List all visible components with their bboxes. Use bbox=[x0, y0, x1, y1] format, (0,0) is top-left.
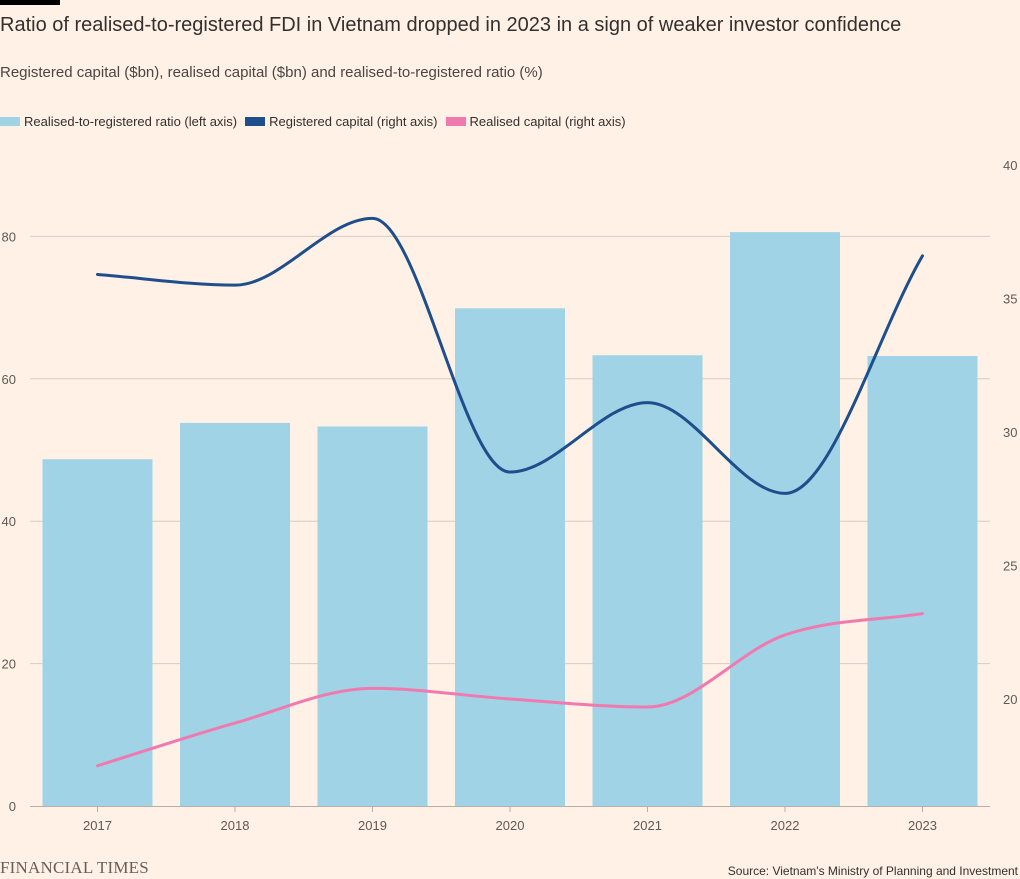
legend-label-realised: Realised capital (right axis) bbox=[469, 114, 626, 129]
legend-item-ratio: Realised-to-registered ratio (left axis) bbox=[0, 114, 237, 129]
left-tick-20: 20 bbox=[2, 657, 16, 672]
x-tick-2021: 2021 bbox=[633, 818, 662, 833]
legend-label-ratio: Realised-to-registered ratio (left axis) bbox=[24, 114, 238, 129]
left-tick-60: 60 bbox=[2, 372, 16, 387]
legend-swatch-realised bbox=[445, 117, 466, 126]
x-tick-2020: 2020 bbox=[496, 818, 525, 833]
chart-title: Ratio of realised-to-registered FDI in V… bbox=[0, 14, 902, 36]
source-note: Source: Vietnam's Ministry of Planning a… bbox=[727, 864, 1018, 878]
legend-label-registered: Registered capital (right axis) bbox=[269, 114, 438, 129]
brand-bar bbox=[0, 0, 60, 5]
chart-subtitle: Registered capital ($bn), realised capit… bbox=[0, 64, 543, 81]
left-tick-80: 80 bbox=[2, 229, 16, 244]
legend-swatch-ratio bbox=[0, 117, 20, 126]
bar-2018 bbox=[180, 422, 290, 806]
bar-2020 bbox=[455, 308, 565, 806]
x-tick-2022: 2022 bbox=[771, 818, 800, 833]
bar-2022 bbox=[730, 232, 840, 807]
x-tick-2017: 2017 bbox=[83, 818, 112, 833]
legend-item-realised: Realised capital (right axis) bbox=[445, 114, 626, 129]
right-tick-35: 35 bbox=[1003, 292, 1017, 307]
chart-legend: Realised-to-registered ratio (left axis)… bbox=[0, 114, 634, 129]
x-tick-2023: 2023 bbox=[908, 818, 937, 833]
legend-item-registered: Registered capital (right axis) bbox=[245, 114, 438, 129]
right-tick-30: 30 bbox=[1003, 425, 1017, 440]
bar-2023 bbox=[867, 356, 978, 806]
x-tick-2018: 2018 bbox=[221, 818, 250, 833]
bar-2021 bbox=[592, 355, 703, 806]
legend-swatch-registered bbox=[245, 117, 266, 126]
line-realised-capital bbox=[96, 612, 924, 768]
left-tick-40: 40 bbox=[2, 514, 16, 529]
bar-2019 bbox=[317, 426, 428, 806]
ft-logo: FINANCIAL TIMES bbox=[0, 858, 149, 877]
right-tick-40: 40 bbox=[1003, 158, 1017, 173]
line-registered-capital bbox=[96, 216, 924, 495]
bar-2017 bbox=[42, 459, 153, 806]
x-tick-2019: 2019 bbox=[358, 818, 387, 833]
right-tick-25: 25 bbox=[1003, 559, 1017, 574]
right-tick-20: 20 bbox=[1003, 692, 1017, 707]
left-tick-0: 0 bbox=[9, 799, 16, 814]
